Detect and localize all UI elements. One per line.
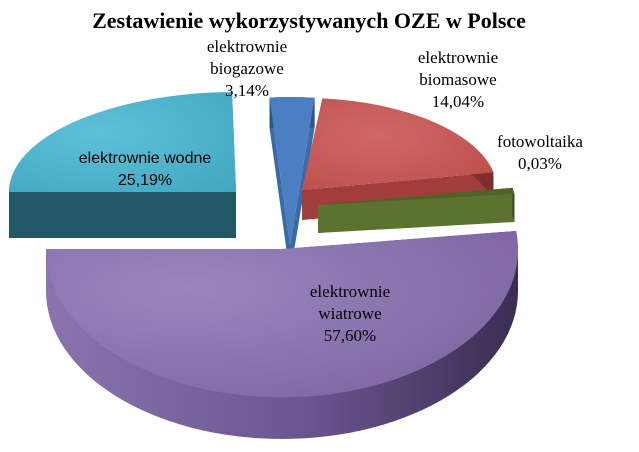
data-label-elektrownie-wiatrowe: elektrownie wiatrowe 57,60% (310, 282, 390, 345)
chart-title: Zestawienie wykorzystywanych OZE w Polsc… (92, 8, 526, 33)
data-label-elektrownie-biogazowe: elektrownie biogazowe 3,14% (207, 37, 287, 100)
pie-slice-elektrownie-biogazowe (269, 97, 315, 275)
pie-slice-elektrownie-wiatrowe (45, 231, 518, 439)
data-label-elektrownie-wodne: elektrownie wodne 25,19% (79, 150, 212, 189)
pie-slice-fotowoltaika (318, 187, 515, 233)
data-label-fotowoltaika: fotowoltaika 0,03% (497, 132, 583, 173)
pie-slice-elektrownie-wodne (8, 92, 236, 238)
data-label-elektrownie-biomasowe: elektrownie biomasowe 14,04% (418, 48, 498, 111)
